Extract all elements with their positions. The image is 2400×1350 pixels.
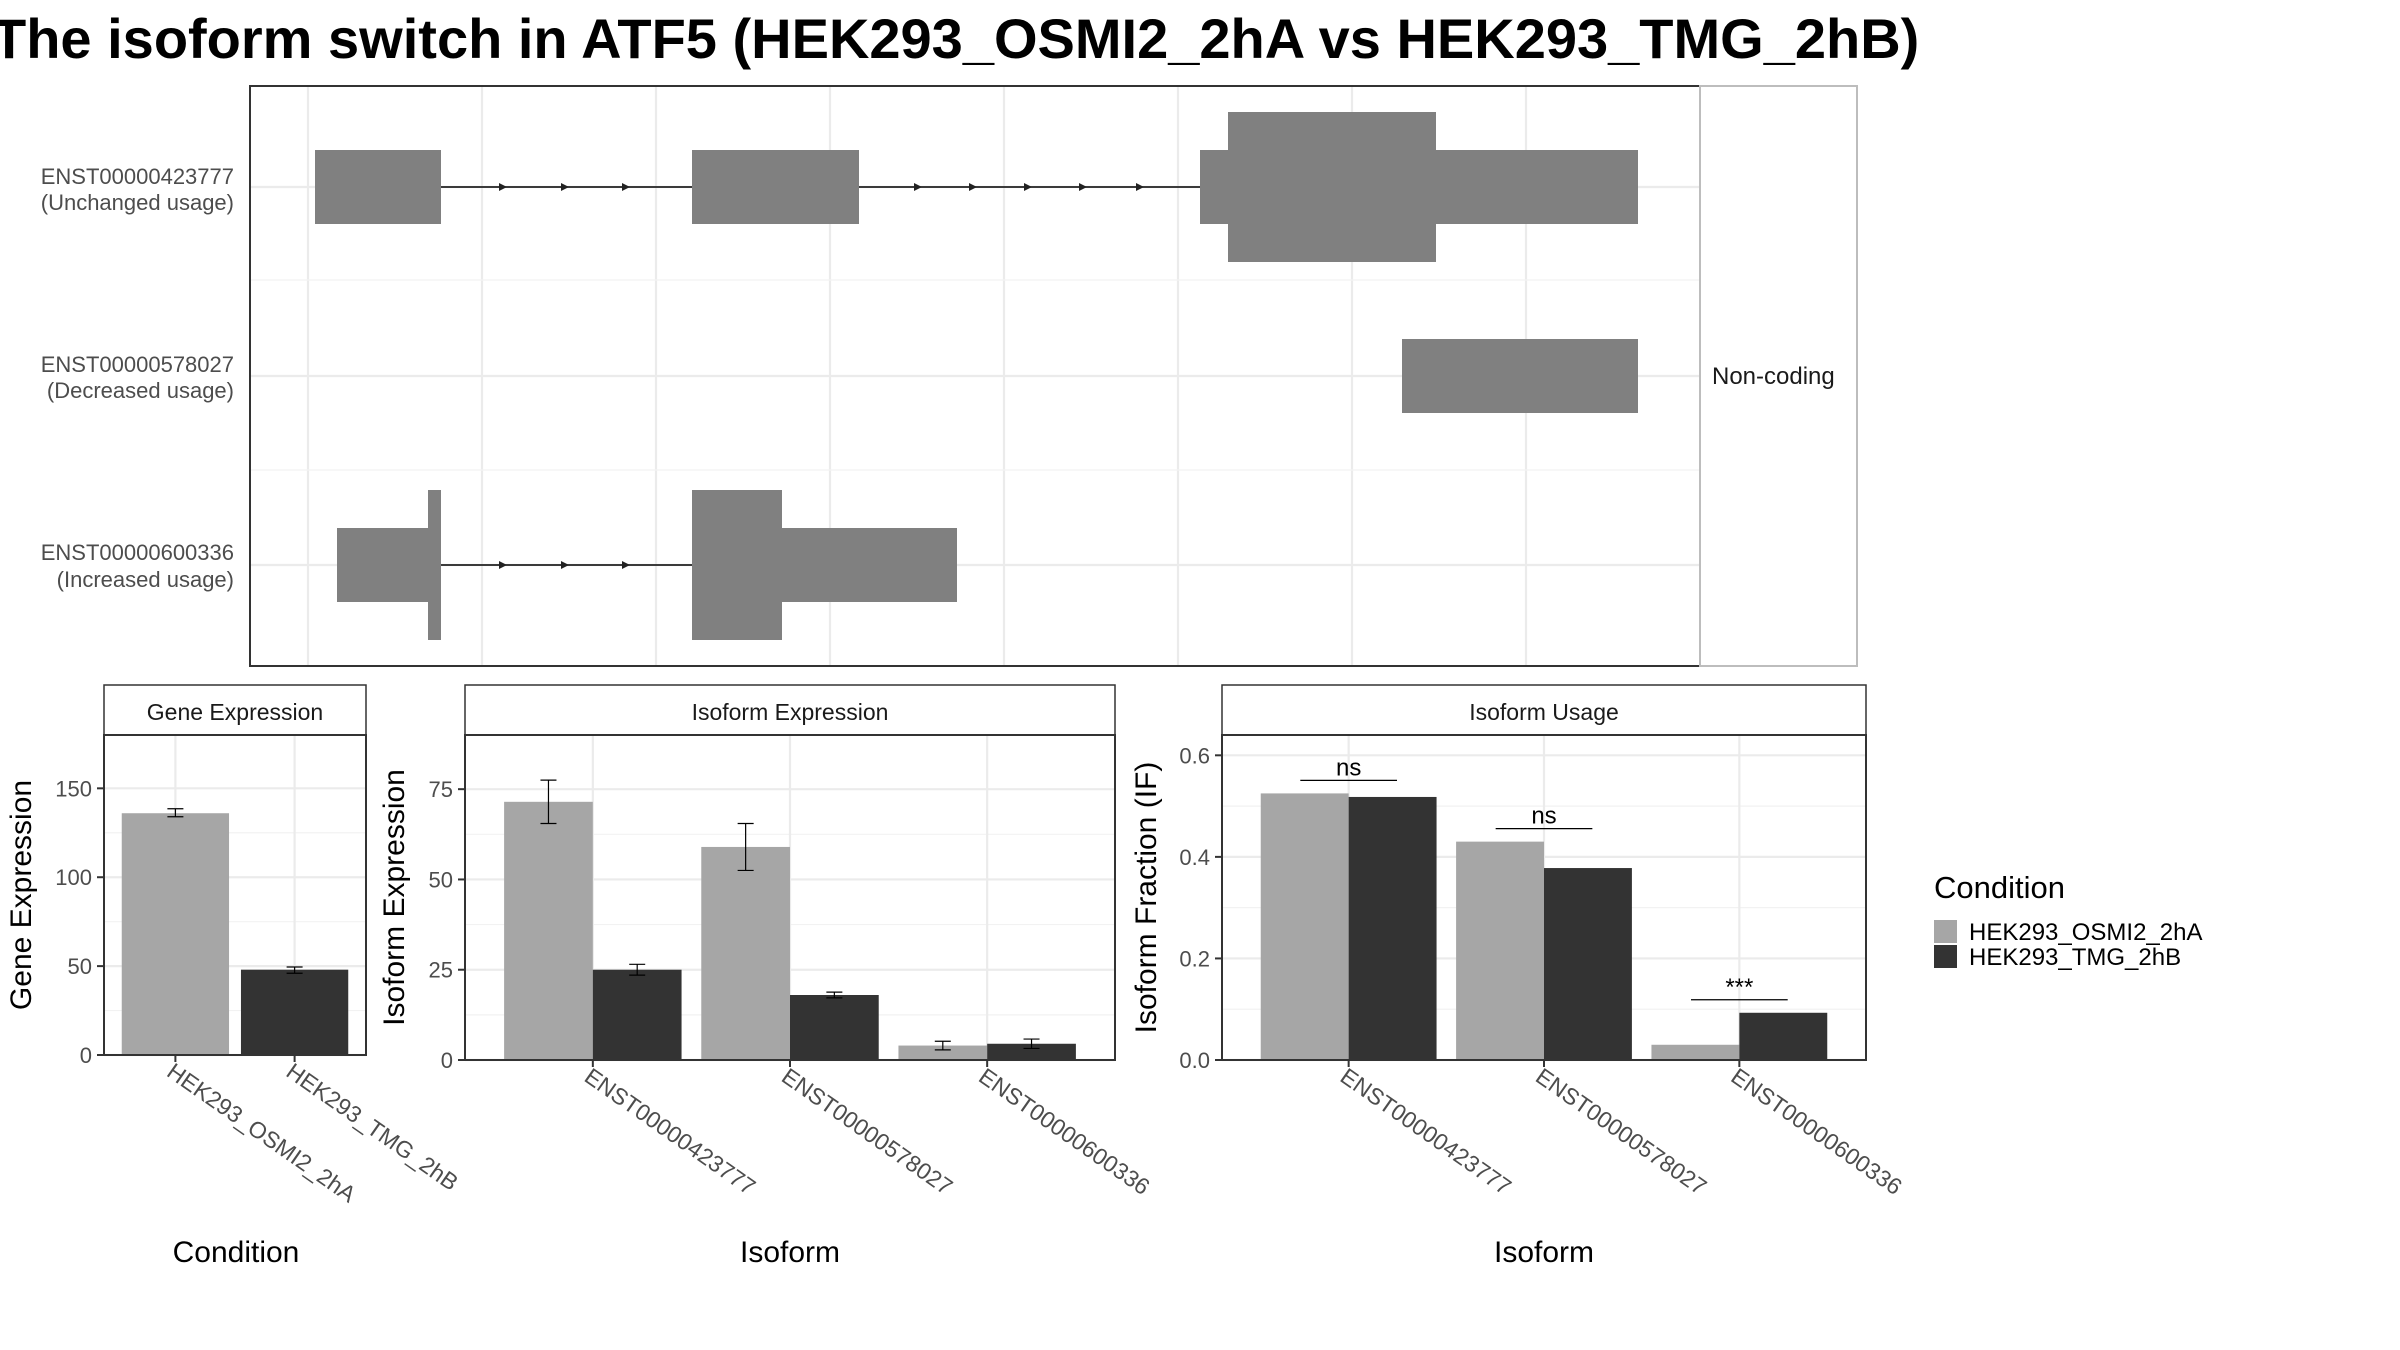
structure-facet-label: Non-coding bbox=[1712, 363, 1835, 390]
x-axis-title: Isoform bbox=[1494, 1236, 1594, 1269]
x-tick-label: HEK293_OSMI2_2hA bbox=[163, 1058, 362, 1208]
x-tick-label: ENST00000600336 bbox=[974, 1063, 1154, 1200]
figure-title: The isoform switch in ATF5 (HEK293_OSMI2… bbox=[0, 7, 1919, 70]
exon-0-4 bbox=[1436, 150, 1638, 224]
legend-label-a: HEK293_OSMI2_2hA bbox=[1969, 919, 2202, 946]
isoform-2-id: ENST00000578027 bbox=[41, 352, 234, 377]
y-tick-label: 0.6 bbox=[1179, 743, 1210, 768]
isoform-3-id: ENST00000600336 bbox=[41, 540, 234, 565]
bar bbox=[504, 801, 593, 1060]
y-tick-label: 0.0 bbox=[1179, 1048, 1210, 1073]
bar bbox=[1348, 796, 1437, 1060]
panel-border bbox=[103, 734, 367, 1056]
structure-facet-strip bbox=[1699, 85, 1858, 667]
exon-0-2 bbox=[1200, 150, 1228, 224]
legend-label-b: HEK293_TMG_2hB bbox=[1969, 944, 2181, 971]
bar bbox=[987, 1043, 1076, 1060]
exon-0-0 bbox=[315, 150, 441, 224]
bar bbox=[1651, 1044, 1740, 1060]
y-tick-label: 75 bbox=[429, 777, 453, 802]
x-axis-title: Isoform bbox=[740, 1236, 840, 1269]
bar bbox=[592, 969, 682, 1060]
intron-arrow-0-4 bbox=[969, 183, 977, 191]
intron-arrow-0-1 bbox=[561, 183, 569, 191]
x-tick-label: ENST00000423777 bbox=[580, 1063, 760, 1200]
y-tick-label: 0.2 bbox=[1179, 946, 1210, 971]
significance-label: ns bbox=[1531, 803, 1556, 830]
structure-panel: Non-coding ENST00000423777 (Unchanged us… bbox=[41, 85, 1858, 667]
x-tick-label: ENST00000578027 bbox=[777, 1063, 957, 1200]
intron-arrow-2-2 bbox=[622, 561, 630, 569]
intron-arrow-0-7 bbox=[1136, 183, 1144, 191]
significance-label: ns bbox=[1336, 754, 1361, 781]
bar bbox=[898, 1045, 988, 1060]
legend-swatch-a bbox=[1934, 920, 1957, 943]
isoform-1-id: ENST00000423777 bbox=[41, 164, 234, 189]
facet-strip bbox=[103, 684, 367, 736]
intron-arrow-0-2 bbox=[622, 183, 630, 191]
intron-arrow-0-0 bbox=[499, 183, 507, 191]
exon-2-1 bbox=[428, 490, 441, 640]
y-tick-label: 150 bbox=[55, 776, 92, 801]
bar bbox=[701, 846, 790, 1060]
isoform-expression-chart: Isoform Expression 0 25 50 75 ENST00000423777… bbox=[378, 684, 1155, 1269]
structure-exons bbox=[315, 112, 1638, 640]
exon-1-0 bbox=[1402, 339, 1638, 413]
facet-strip-label: Isoform Usage bbox=[1469, 699, 1619, 725]
x-axis-title: Condition bbox=[173, 1236, 300, 1269]
intron-arrow-0-3 bbox=[914, 183, 922, 191]
bar bbox=[1544, 868, 1632, 1060]
intron-arrow-2-1 bbox=[561, 561, 569, 569]
legend-swatch-b bbox=[1934, 945, 1957, 968]
facet-strip bbox=[1221, 684, 1867, 736]
legend-title: Condition bbox=[1934, 870, 2065, 905]
y-tick-label: 0.4 bbox=[1179, 845, 1210, 870]
significance-label: *** bbox=[1725, 974, 1753, 1001]
y-tick-label: 25 bbox=[429, 958, 453, 983]
bar bbox=[240, 969, 349, 1055]
bar bbox=[1456, 841, 1544, 1060]
isoform-3-usage: (Increased usage) bbox=[57, 567, 234, 592]
y-tick-label: 50 bbox=[68, 954, 92, 979]
x-tick-label: ENST00000578027 bbox=[1531, 1063, 1711, 1200]
bar bbox=[790, 995, 879, 1060]
exon-2-3 bbox=[782, 528, 957, 602]
facet-strip-label: Gene Expression bbox=[147, 699, 323, 725]
intron-arrow-0-6 bbox=[1079, 183, 1087, 191]
y-axis-title: Isoform Fraction (IF) bbox=[1130, 762, 1163, 1034]
bar bbox=[121, 813, 230, 1055]
exon-0-1 bbox=[692, 150, 859, 224]
intron-arrow-0-5 bbox=[1024, 183, 1032, 191]
y-tick-label: 0 bbox=[441, 1048, 453, 1073]
exon-2-2 bbox=[692, 490, 782, 640]
isoform-1-usage: (Unchanged usage) bbox=[41, 190, 234, 215]
bar bbox=[1739, 1012, 1828, 1060]
legend: Condition HEK293_OSMI2_2hA HEK293_TMG_2h… bbox=[1934, 870, 2202, 971]
exon-2-0 bbox=[337, 528, 428, 602]
y-tick-label: 100 bbox=[55, 865, 92, 890]
exon-0-3 bbox=[1228, 112, 1436, 262]
y-axis-title: Gene Expression bbox=[5, 780, 38, 1010]
facet-strip-label: Isoform Expression bbox=[692, 699, 889, 725]
y-axis-title: Isoform Expression bbox=[378, 769, 411, 1026]
isoform-2-usage: (Decreased usage) bbox=[47, 378, 234, 403]
facet-strip bbox=[464, 684, 1116, 736]
isoform-usage-chart: Isoform Usage ns ns *** 0.0 0.2 0.4 0.6 ENST0000… bbox=[1130, 684, 1907, 1269]
y-tick-label: 50 bbox=[429, 867, 453, 892]
x-tick-label: ENST00000423777 bbox=[1336, 1063, 1516, 1200]
bar bbox=[1260, 793, 1349, 1060]
intron-arrow-2-0 bbox=[499, 561, 507, 569]
x-tick-label: ENST00000600336 bbox=[1726, 1063, 1906, 1200]
y-tick-label: 0 bbox=[80, 1043, 92, 1068]
